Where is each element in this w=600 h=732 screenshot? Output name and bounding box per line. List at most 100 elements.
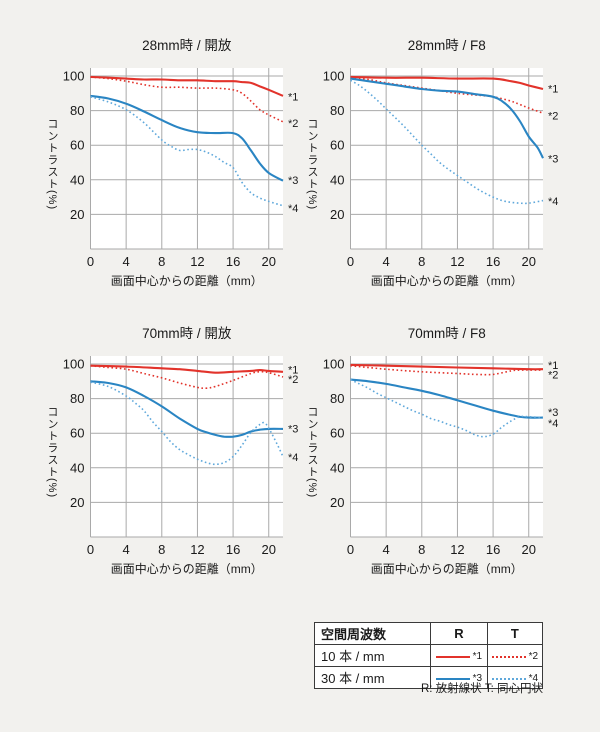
x-tick-label: 4: [123, 254, 130, 269]
y-tick-label: 100: [63, 69, 85, 84]
x-axis-label: 画面中心からの距離（mm）: [371, 273, 523, 288]
chart-70mm-open-svg: 70mm時 / 開放 0 4 8 12 16 20 20 40 60 80 100 画面中心からの距離（…: [63, 326, 299, 576]
x-tick-label: 20: [522, 542, 536, 557]
y-tick-label: 20: [70, 207, 84, 222]
curve-3: [90, 94, 284, 182]
x-tick-label: 8: [418, 542, 425, 557]
y-tick-label: 60: [330, 426, 344, 441]
curve-1: [350, 75, 544, 91]
x-tick-label: 8: [418, 254, 425, 269]
curve-label-3: *3: [288, 423, 298, 435]
y-tick-label: 20: [70, 495, 84, 510]
curve-label-4: *4: [548, 196, 558, 208]
gridlines: [90, 356, 283, 538]
gridlines: [350, 68, 543, 250]
curve-label-4: *4: [288, 452, 298, 464]
legend-row-label: 10 本 / mm: [313, 644, 432, 667]
x-axis-label: 画面中心からの距離（mm）: [111, 273, 263, 288]
y-tick-label: 100: [323, 69, 345, 84]
chart-28mm-open: コントラスト(%) 28mm時 / 開放 0 4 8 12 16 20 20 40 60 80 100…: [40, 30, 305, 295]
curve-label-4: *4: [548, 418, 558, 430]
y-tick-label: 60: [70, 426, 84, 441]
swatch-mark: *2: [528, 651, 539, 663]
chart-title: 70mm時 / F8: [408, 326, 486, 341]
blue-solid-line-swatch: [435, 677, 470, 680]
y-axis-label: コントラスト(%): [46, 117, 58, 211]
y-tick-label: 60: [330, 138, 344, 153]
y-tick-label: 100: [323, 357, 345, 372]
chart-70mm-open: コントラスト(%) 70mm時 / 開放 0 4 8 12 16 20 20 40 60 80 100…: [40, 318, 305, 583]
y-tick-label: 100: [63, 357, 85, 372]
legend-row-label: 30 本 / mm: [313, 666, 432, 689]
y-tick-label: 80: [70, 391, 84, 406]
x-tick-label: 20: [522, 254, 536, 269]
x-tick-label: 0: [87, 542, 94, 557]
curve-label-1: *1: [288, 91, 298, 103]
x-tick-label: 0: [347, 254, 354, 269]
legend-header-row: 空間周波数 R T: [313, 622, 544, 645]
y-tick-label: 40: [70, 172, 84, 187]
x-tick-label: 16: [486, 254, 500, 269]
legend-header-frequency: 空間周波数: [313, 622, 432, 645]
chart-70mm-f8: コントラスト(%) 70mm時 / F8 0 4 8 12 16 20 20 40 60 80 100…: [300, 318, 565, 583]
chart-28mm-open-svg: 28mm時 / 開放 0 4 8 12 16 20 20 40 60 80 100 画面中心からの距離（…: [63, 38, 299, 288]
y-tick-label: 20: [330, 207, 344, 222]
plot-area: [90, 68, 283, 249]
chart-title: 70mm時 / 開放: [142, 326, 232, 341]
curve-3: [350, 378, 544, 419]
y-tick-label: 80: [330, 103, 344, 118]
curve-1: [90, 364, 284, 374]
curve-label-3: *3: [548, 154, 558, 166]
swatch-mark: *1: [472, 651, 483, 663]
x-tick-label: 12: [450, 254, 464, 269]
curve-label-4: *4: [288, 203, 298, 215]
curve-label-1: *1: [548, 360, 558, 372]
gridlines: [90, 68, 283, 250]
legend-table: 空間周波数 R T 10 本 / mm *1 *2 30 本 / mm *3: [313, 622, 544, 689]
curve-3: [350, 77, 544, 159]
curve-2: [350, 364, 544, 376]
x-tick-label: 16: [226, 254, 240, 269]
y-tick-label: 60: [70, 138, 84, 153]
x-tick-label: 12: [190, 254, 204, 269]
chart-28mm-f8-svg: 28mm時 / F8 0 4 8 12 16 20 20 40 60 80 100 画面中心からの距離（…: [323, 38, 559, 288]
curve-1: [90, 75, 284, 97]
curve-label-2: *2: [548, 110, 558, 122]
curve-2: [90, 364, 284, 390]
curve-label-1: *1: [548, 83, 558, 95]
x-tick-label: 12: [190, 542, 204, 557]
x-tick-label: 16: [486, 542, 500, 557]
curve-4: [350, 378, 544, 438]
y-tick-label: 40: [330, 172, 344, 187]
y-tick-label: 80: [330, 391, 344, 406]
x-tick-label: 16: [226, 542, 240, 557]
curve-4: [350, 79, 544, 205]
curve-label-2: *2: [288, 374, 298, 386]
x-tick-label: 4: [383, 542, 390, 557]
legend-caption: R: 放射線状 T: 同心円状: [420, 683, 543, 695]
y-tick-label: 20: [330, 495, 344, 510]
curve-label-2: *2: [548, 370, 558, 382]
y-axis-label: コントラスト(%): [46, 405, 58, 499]
legend-row-30lines: 30 本 / mm *3 *4: [313, 666, 544, 689]
plot-area: [90, 356, 283, 537]
x-tick-label: 20: [262, 254, 276, 269]
blue-dotted-line-swatch: [491, 677, 526, 680]
y-axis-label: コントラスト(%): [306, 117, 318, 211]
curve-label-3: *3: [548, 407, 558, 419]
legend-header-r: R: [430, 622, 488, 645]
x-axis-label: 画面中心からの距離（mm）: [111, 561, 263, 576]
curve-label-1: *1: [288, 365, 298, 377]
y-tick-label: 40: [70, 460, 84, 475]
chart-title: 28mm時 / F8: [408, 38, 486, 53]
x-tick-label: 0: [87, 254, 94, 269]
curve-3: [90, 380, 284, 438]
red-dotted-line-swatch: [491, 655, 526, 658]
swatch-mark: *3: [472, 673, 483, 685]
curve-label-3: *3: [288, 175, 298, 187]
chart-70mm-f8-svg: 70mm時 / F8 0 4 8 12 16 20 20 40 60 80 100 画面中心からの距離（…: [323, 326, 559, 576]
x-tick-label: 0: [347, 542, 354, 557]
plot-area: [350, 68, 543, 249]
y-tick-label: 40: [330, 460, 344, 475]
x-tick-label: 20: [262, 542, 276, 557]
